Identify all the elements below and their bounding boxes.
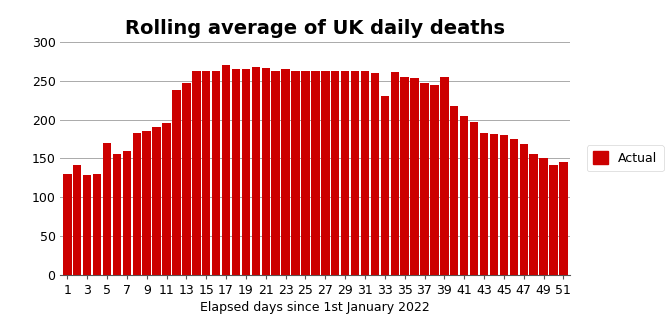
Bar: [559, 162, 568, 275]
Bar: [470, 122, 478, 275]
Bar: [63, 174, 72, 275]
Bar: [113, 154, 121, 275]
Bar: [500, 135, 508, 275]
Bar: [519, 144, 528, 275]
Bar: [73, 165, 81, 275]
X-axis label: Elapsed days since 1st January 2022: Elapsed days since 1st January 2022: [201, 301, 430, 314]
Bar: [401, 77, 409, 275]
Bar: [123, 151, 131, 275]
Bar: [103, 143, 111, 275]
Bar: [212, 71, 220, 275]
Bar: [411, 78, 419, 275]
Bar: [420, 83, 429, 275]
Bar: [311, 71, 319, 275]
Bar: [142, 131, 151, 275]
Bar: [480, 133, 488, 275]
Bar: [321, 71, 329, 275]
Bar: [272, 71, 280, 275]
Bar: [262, 68, 270, 275]
Bar: [172, 90, 180, 275]
Bar: [539, 158, 548, 275]
Bar: [242, 69, 250, 275]
Bar: [509, 139, 518, 275]
Bar: [351, 71, 359, 275]
Bar: [93, 174, 101, 275]
Bar: [440, 77, 449, 275]
Legend: Actual: Actual: [587, 145, 664, 171]
Bar: [450, 106, 458, 275]
Bar: [281, 69, 290, 275]
Bar: [192, 71, 201, 275]
Bar: [370, 73, 379, 275]
Bar: [162, 123, 170, 275]
Bar: [222, 65, 230, 275]
Bar: [529, 154, 538, 275]
Bar: [430, 85, 439, 275]
Bar: [490, 134, 498, 275]
Bar: [301, 71, 309, 275]
Bar: [550, 165, 558, 275]
Bar: [331, 71, 340, 275]
Bar: [152, 127, 161, 275]
Bar: [380, 96, 389, 275]
Bar: [341, 71, 350, 275]
Bar: [83, 175, 91, 275]
Bar: [391, 72, 399, 275]
Bar: [291, 71, 300, 275]
Bar: [231, 69, 240, 275]
Bar: [182, 83, 191, 275]
Bar: [361, 71, 369, 275]
Title: Rolling average of UK daily deaths: Rolling average of UK daily deaths: [125, 19, 505, 38]
Bar: [202, 71, 211, 275]
Bar: [252, 67, 260, 275]
Bar: [133, 133, 141, 275]
Bar: [460, 116, 468, 275]
